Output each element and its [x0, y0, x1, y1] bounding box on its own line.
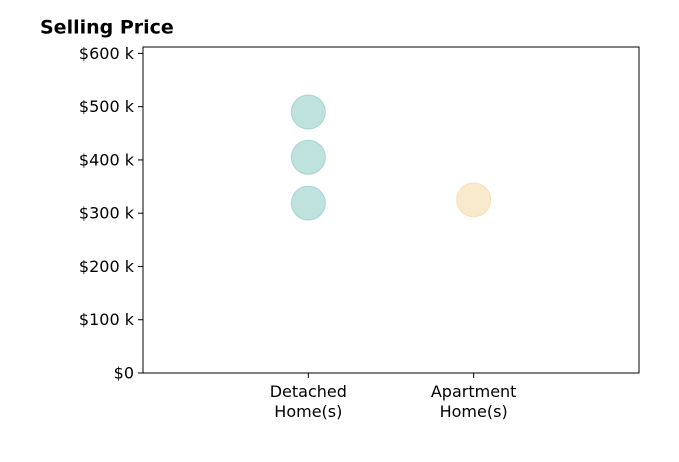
y-tick-label: $500 k	[79, 97, 135, 116]
plot-frame	[142, 46, 640, 374]
y-tick-label: $200 k	[79, 257, 135, 276]
chart-title: Selling Price	[40, 17, 174, 39]
y-tick-label: $400 k	[79, 150, 135, 169]
point	[456, 182, 492, 218]
point	[290, 185, 326, 221]
y-tick-label: $100 k	[79, 310, 135, 329]
y-tick-label: $0	[114, 364, 134, 383]
x-tick-label: Apartment Home(s)	[430, 382, 517, 421]
x-tick-label: Detached Home(s)	[269, 382, 347, 421]
y-tick-label: $600 k	[79, 44, 135, 63]
point	[290, 94, 326, 130]
point	[290, 139, 326, 175]
y-tick-label: $300 k	[79, 204, 135, 223]
